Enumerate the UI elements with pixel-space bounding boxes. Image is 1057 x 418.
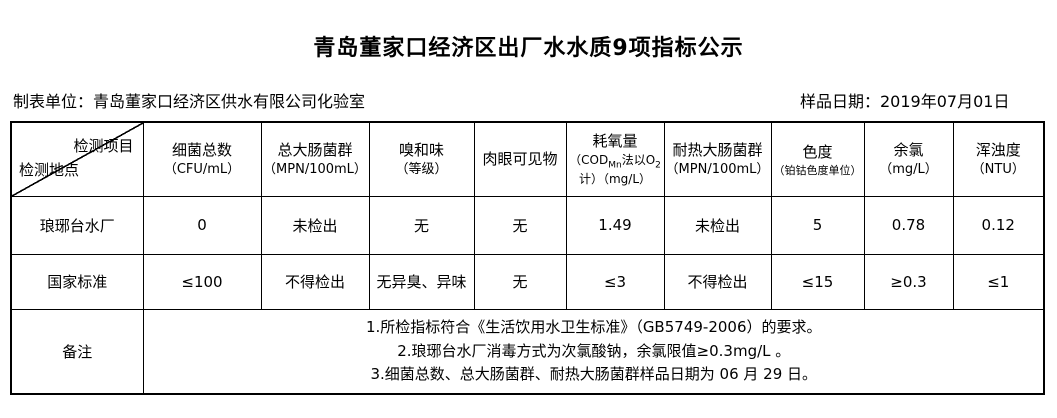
table-row-remarks: 备注 1.所检指标符合《生活饮用水卫生标准》（GB5749-2006）的要求。 … — [10, 308, 1045, 395]
value-cell: 1.49 — [565, 195, 665, 255]
value-cell: ≤3 — [565, 253, 665, 310]
value-cell: 无 — [473, 253, 567, 310]
corner-label-items: 检测项目 — [73, 137, 134, 155]
value-cell: 不得检出 — [260, 253, 370, 310]
value-cell: 5 — [770, 195, 865, 255]
value-cell: 无 — [368, 195, 475, 255]
value-cell: 无 — [473, 195, 567, 255]
report-maker-label: 制表单位：青岛董家口经济区供水有限公司化验室 — [13, 92, 366, 111]
page-title: 青岛董家口经济区出厂水水质9项指标公示 — [313, 36, 744, 61]
value-cell: 0.78 — [863, 195, 954, 255]
remark-line-3: 3.细菌总数、总大肠菌群、耐热大肠菌群样品日期为 06 月 29 日。 — [370, 364, 818, 383]
value-cell: ≤15 — [770, 253, 865, 310]
cod-unit-text: （CODMn法以O2计）（mg/L） — [569, 152, 661, 186]
row-label-standard: 国家标准 — [10, 253, 144, 310]
remark-line-2: 2.琅琊台水厂消毒方式为次氯酸钠，余氯限值≥0.3mg/L 。 — [397, 341, 791, 360]
value-cell: 0.12 — [952, 195, 1045, 255]
value-cell: 0 — [142, 195, 262, 255]
remarks-label: 备注 — [10, 308, 144, 395]
column-header-thermotolerant-coliform: 耐热大肠菌群 （MPN/100mL） — [663, 121, 772, 197]
corner-label-location: 检测地点 — [19, 160, 80, 179]
value-cell: 无异臭、异味 — [368, 253, 475, 310]
value-cell: 不得检出 — [663, 253, 772, 310]
column-header-oxygen-consumption: 耗氧量 （CODMn法以O2计）（mg/L） — [565, 121, 665, 197]
water-quality-table: 检测项目 检测地点 细菌总数 （CFU/mL） 总大肠菌群 （MPN/100mL… — [10, 121, 1045, 395]
value-cell: ≤1 — [952, 253, 1045, 310]
sample-date-label: 样品日期：2019年07月01日 — [800, 92, 1010, 111]
value-cell: 未检出 — [260, 195, 370, 255]
value-cell: ≤100 — [142, 253, 262, 310]
column-header-total-coliform: 总大肠菌群 （MPN/100mL） — [260, 121, 370, 197]
column-header-residual-chlorine: 余氯 （mg/L） — [863, 121, 954, 197]
row-label-plant: 琅琊台水厂 — [10, 195, 144, 255]
column-header-color: 色度 （铂钴色度单位） — [770, 121, 865, 197]
column-header-turbidity: 浑浊度 （NTU） — [952, 121, 1045, 197]
column-header-bacteria: 细菌总数 （CFU/mL） — [142, 121, 262, 197]
table-row-national-standard: 国家标准 ≤100 不得检出 无异臭、异味 无 ≤3 不得检出 ≤15 ≥0.3… — [10, 253, 1045, 310]
table-header-row: 检测项目 检测地点 细菌总数 （CFU/mL） 总大肠菌群 （MPN/100mL… — [10, 121, 1045, 197]
remarks-content: 1.所检指标符合《生活饮用水卫生标准》（GB5749-2006）的要求。 2.琅… — [142, 308, 1045, 395]
value-cell: ≥0.3 — [863, 253, 954, 310]
remark-line-1: 1.所检指标符合《生活饮用水卫生标准》（GB5749-2006）的要求。 — [366, 318, 822, 337]
table-row-langyatai: 琅琊台水厂 0 未检出 无 无 1.49 未检出 5 0.78 0.12 — [10, 195, 1045, 255]
column-header-visible-matter: 肉眼可见物 — [473, 121, 567, 197]
meta-row: 制表单位：青岛董家口经济区供水有限公司化验室 样品日期：2019年07月01日 — [0, 88, 1057, 111]
corner-header-cell: 检测项目 检测地点 — [10, 121, 144, 197]
value-cell: 未检出 — [663, 195, 772, 255]
column-header-odor-taste: 嗅和味 （等级） — [368, 121, 475, 197]
